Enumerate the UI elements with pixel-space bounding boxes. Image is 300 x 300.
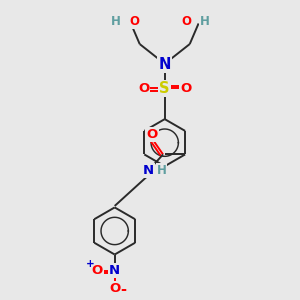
Text: N: N	[158, 57, 171, 72]
Text: O: O	[146, 128, 158, 141]
Text: O: O	[129, 15, 140, 28]
Text: H: H	[157, 164, 166, 177]
Text: O: O	[181, 15, 191, 28]
Text: +: +	[86, 259, 95, 269]
Text: S: S	[160, 81, 170, 96]
Text: N: N	[109, 264, 120, 277]
Text: O: O	[109, 282, 120, 295]
Text: N: N	[143, 164, 154, 177]
Text: O: O	[92, 264, 103, 277]
Text: -: -	[121, 282, 127, 297]
Text: O: O	[180, 82, 191, 95]
Text: H: H	[111, 15, 121, 28]
Text: O: O	[138, 82, 149, 95]
Text: H: H	[200, 15, 210, 28]
